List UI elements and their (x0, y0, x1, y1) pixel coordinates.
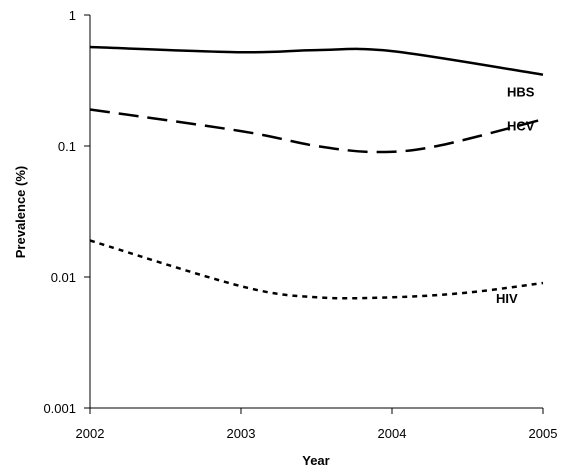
series-line-hbs (89, 45, 544, 76)
series-lines (89, 45, 544, 300)
series-label-hbs: HBS (507, 85, 535, 100)
x-tick-label: 2003 (227, 426, 256, 441)
y-tick-label: 1 (69, 8, 76, 23)
y-tick-label: 0.01 (51, 270, 76, 285)
series-line-hiv (89, 239, 544, 300)
y-tick-label: 0.1 (58, 139, 76, 154)
axis-ticks: 0.001 0.01 0.1 1 2002 2003 2004 2005 (43, 8, 557, 441)
series-label-hiv: HIV (496, 291, 518, 306)
series-line-hcv (89, 108, 544, 154)
x-tick-label: 2005 (529, 426, 558, 441)
series-label-hcv: HCV (507, 118, 535, 133)
x-tick-label: 2002 (76, 426, 105, 441)
y-axis-title: Prevalence (%) (13, 166, 28, 259)
axes (89, 15, 543, 409)
y-tick-label: 0.001 (43, 401, 76, 416)
x-axis-title: Year (302, 453, 329, 468)
series-labels: HBS HCV HIV (496, 85, 535, 306)
x-tick-label: 2004 (378, 426, 407, 441)
